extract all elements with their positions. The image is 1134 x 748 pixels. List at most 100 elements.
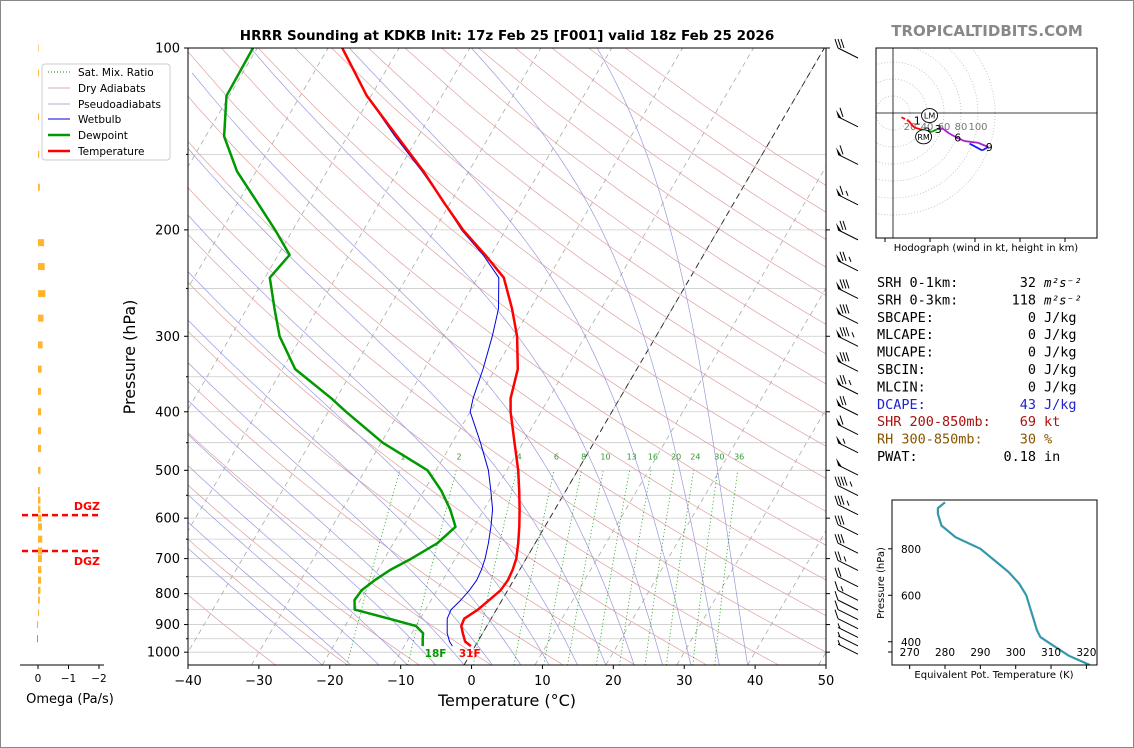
barb-pennant [836, 377, 842, 387]
index-label: SBCAPE: [877, 310, 934, 326]
index-unit: kt [1044, 414, 1060, 430]
barb-flag [834, 495, 839, 505]
x-tick-label: −30 [245, 674, 272, 689]
omega-bar [38, 586, 41, 594]
index-value: 118 [1012, 292, 1036, 308]
isotherm [392, 48, 754, 665]
wind-barb [836, 107, 859, 128]
barb-flag [842, 251, 847, 261]
index-label: DCAPE: [877, 397, 926, 413]
dry-adiabat [188, 484, 420, 665]
isotherm [188, 48, 542, 653]
pseudoadiabat [596, 48, 748, 665]
omega-bar [38, 576, 42, 584]
mixing-ratio-label: 1 [400, 453, 405, 462]
wind-barb [836, 435, 859, 454]
omega-bar [38, 314, 44, 322]
hodograph-ring-label: 20 [904, 122, 917, 133]
theta-e-x-tick-label: 290 [970, 647, 990, 659]
wind-barb [836, 352, 859, 372]
omega-bar [38, 547, 43, 555]
index-row: MUCAPE: 0 J/kg [877, 345, 1077, 361]
index-unit: m²s⁻² [1043, 292, 1082, 307]
wind-barb [834, 590, 859, 611]
pseudoadiabat [188, 147, 607, 665]
pseudoadiabat [188, 465, 408, 665]
barb-pennant [836, 187, 842, 197]
skewt-axes-frame [187, 47, 827, 666]
omega-panel: 0 −1 −2 DGZ DGZ [20, 44, 107, 685]
barb-half [837, 640, 841, 646]
dry-adiabat [188, 538, 348, 665]
barb-flag [840, 534, 845, 544]
omega-bar [38, 535, 43, 543]
mixing-ratio-line [513, 470, 555, 665]
mixing-ratio-label: 20 [671, 453, 681, 462]
barb-shaft [837, 643, 859, 655]
y-tick-label: 600 [155, 512, 180, 527]
y-tick-label: 800 [155, 587, 180, 602]
hodograph-height-label: 1 [914, 114, 921, 127]
index-unit: % [1044, 432, 1052, 448]
barb-half [843, 556, 847, 562]
index-row: MLCIN: 0 J/kg [877, 379, 1077, 395]
x-tick-label: 0 [467, 674, 475, 689]
storm-motion-label: RM [917, 133, 930, 142]
omega-bar [38, 596, 40, 604]
index-value: 0 [1028, 362, 1036, 378]
dry-adiabat [188, 140, 826, 617]
omega-bar [38, 365, 42, 373]
y-tick-label: 100 [155, 42, 180, 57]
x-tick-label: 50 [818, 674, 835, 689]
wind-barb [836, 415, 859, 436]
index-unit: J/kg [1044, 379, 1077, 395]
hodograph-ring-label: 60 [938, 122, 951, 133]
x-tick-label: 10 [534, 674, 551, 689]
x-tick-label: 40 [747, 674, 764, 689]
legend-label-mixratio: Sat. Mix. Ratio [78, 67, 154, 79]
barb-shaft [837, 229, 859, 241]
index-value: 0 [1028, 345, 1036, 361]
barb-flag [837, 515, 842, 525]
barb-flag [842, 327, 847, 337]
omega-bar [38, 263, 45, 271]
theta-e-x-tick-label: 310 [1041, 647, 1061, 659]
hodograph-height-label: 6 [954, 132, 961, 145]
y-tick-label: 300 [155, 330, 180, 345]
omega-tick-label: −2 [91, 673, 106, 685]
legend-label-dry-adiabats: Dry Adiabats [78, 83, 146, 95]
hodograph-segment [937, 127, 943, 131]
barb-flag [834, 38, 839, 49]
mixing-ratio-label: 24 [690, 453, 700, 462]
barb-shaft [837, 504, 859, 516]
dry-adiabat [188, 281, 708, 665]
hodograph-ring-label: 80 [955, 122, 968, 133]
index-label: MUCAPE: [877, 345, 934, 361]
index-unit: m²s⁻² [1043, 275, 1082, 290]
barb-shaft [837, 576, 859, 588]
hodograph-frame [875, 47, 1098, 239]
index-label: SBCIN: [877, 362, 926, 378]
isotherm [188, 48, 471, 532]
index-unit: J/kg [1044, 327, 1077, 343]
index-unit: J/kg [1044, 397, 1077, 413]
watermark: TROPICALTIDBITS.COM [891, 22, 1083, 40]
dry-adiabat [188, 234, 779, 665]
theta-e-y-label: Pressure (hPa) [876, 547, 887, 619]
pseudoadiabat [188, 494, 380, 665]
pseudoadiabat [471, 48, 720, 665]
barb-pennant [836, 147, 842, 157]
x-tick-label: 30 [676, 674, 693, 689]
barb-half [842, 438, 846, 444]
wind-barb [834, 600, 859, 620]
barb-shaft [837, 47, 859, 59]
omega-bar [38, 609, 39, 617]
theta-e-y-tick-label: 400 [901, 637, 921, 649]
barb-flag [834, 590, 839, 601]
mixing-ratio-label: 16 [648, 453, 658, 462]
y-tick-label: 700 [155, 552, 180, 567]
barb-flag [834, 515, 839, 525]
barb-half [837, 623, 841, 629]
dry-adiabat [294, 48, 826, 447]
dgz-label: DGZ [74, 555, 100, 568]
